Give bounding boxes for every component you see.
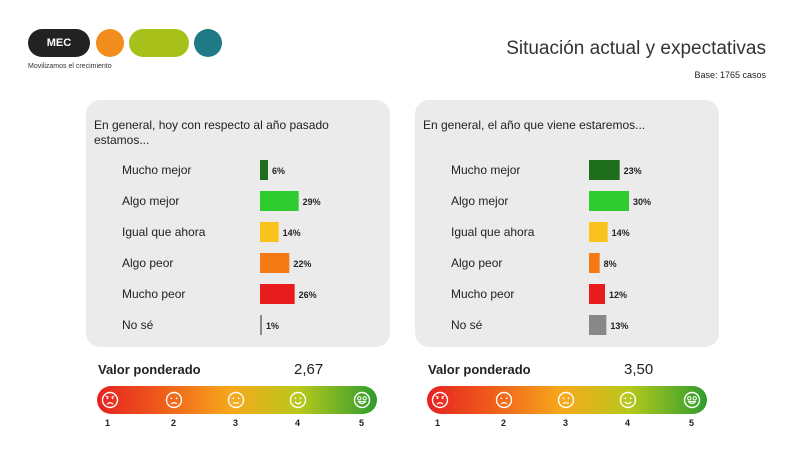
category-label: Igual que ahora (451, 225, 535, 239)
category-label: Mucho peor (451, 287, 514, 301)
neutral-face-icon (557, 391, 575, 409)
bar (260, 315, 262, 335)
love-face-icon (353, 391, 371, 409)
scale-number: 1 (105, 418, 111, 428)
happy-face-icon (619, 391, 637, 409)
logo-teal-dot (194, 29, 222, 57)
bar (589, 222, 608, 242)
category-label: Algo peor (122, 256, 173, 270)
weighted-number: 3,50 (624, 361, 654, 378)
sad-face-icon (495, 391, 513, 409)
weighted-value-expectation: Valor ponderado 3,50 (428, 360, 708, 382)
weighted-label: Valor ponderado (98, 362, 201, 377)
scale-number: 1 (435, 418, 441, 428)
bar-value-label: 14% (283, 228, 301, 238)
bar (589, 253, 600, 273)
scale-number: 2 (501, 418, 507, 428)
weighted-value-current: Valor ponderado 2,67 (98, 360, 378, 382)
category-label: Mucho peor (122, 287, 185, 301)
logo-mec: MEC (28, 29, 90, 57)
bar-value-label: 14% (612, 228, 630, 238)
bar (589, 315, 607, 335)
category-label: Igual que ahora (122, 225, 206, 239)
category-label: Mucho mejor (122, 163, 191, 177)
bar-value-label: 13% (610, 321, 628, 331)
bar (589, 191, 629, 211)
category-label: Algo mejor (451, 194, 508, 208)
satisfaction-scale (97, 386, 377, 414)
bar (260, 253, 290, 273)
angry-face-icon (431, 391, 449, 409)
sad-face-icon (165, 391, 183, 409)
scale-number: 3 (233, 418, 239, 428)
bar-value-label: 8% (604, 259, 617, 269)
bar-chart-current: Mucho mejor 6% Algo mejor 29% Igual que ahor… (122, 160, 321, 335)
category-label: Algo mejor (122, 194, 179, 208)
bar-value-label: 12% (609, 290, 627, 300)
bar-value-label: 26% (299, 290, 317, 300)
category-label: Algo peor (451, 256, 502, 270)
bar (589, 284, 605, 304)
bar (589, 160, 620, 180)
chart-question: En general, hoy con respecto al año pasa… (94, 118, 329, 147)
weighted-label: Valor ponderado (428, 362, 531, 377)
base-count: Base: 1765 casos (694, 70, 766, 80)
bar-value-label: 22% (293, 259, 311, 269)
category-label: Mucho mejor (451, 163, 520, 177)
bar (260, 191, 299, 211)
bar-chart-expectation: Mucho mejor 23% Algo mejor 30% Igual que aho… (451, 160, 651, 335)
scale-numbers: 1 2 3 4 5 (427, 418, 707, 430)
happy-face-icon (289, 391, 307, 409)
bar (260, 284, 295, 304)
logo-tagline: Movilizamos el crecimiento (28, 63, 112, 70)
chart-question: En general, el año que viene estaremos..… (423, 118, 646, 132)
bar (260, 222, 279, 242)
bar-value-label: 1% (266, 321, 279, 331)
page-title: Situación actual y expectativas (506, 38, 766, 59)
bar-value-label: 30% (633, 197, 651, 207)
bar-value-label: 29% (303, 197, 321, 207)
scale-number: 4 (295, 418, 301, 428)
logo-green-pill (129, 29, 189, 57)
weighted-number: 2,67 (294, 361, 324, 378)
angry-face-icon (101, 391, 119, 409)
neutral-face-icon (227, 391, 245, 409)
scale-number: 4 (625, 418, 631, 428)
love-face-icon (683, 391, 701, 409)
scale-numbers: 1 2 3 4 5 (97, 418, 377, 430)
bar (260, 160, 268, 180)
logo: MEC (28, 27, 228, 59)
chart-panel-expectation: En general, el año que viene estaremos..… (415, 100, 719, 347)
bar-value-label: 23% (624, 166, 642, 176)
satisfaction-scale (427, 386, 707, 414)
bar-value-label: 6% (272, 166, 285, 176)
scale-number: 5 (689, 418, 695, 428)
chart-panel-current: En general, hoy con respecto al año pasa… (86, 100, 390, 347)
category-label: No sé (122, 318, 154, 332)
scale-number: 3 (563, 418, 569, 428)
scale-number: 5 (359, 418, 365, 428)
category-label: No sé (451, 318, 483, 332)
logo-orange-dot (96, 29, 124, 57)
scale-number: 2 (171, 418, 177, 428)
